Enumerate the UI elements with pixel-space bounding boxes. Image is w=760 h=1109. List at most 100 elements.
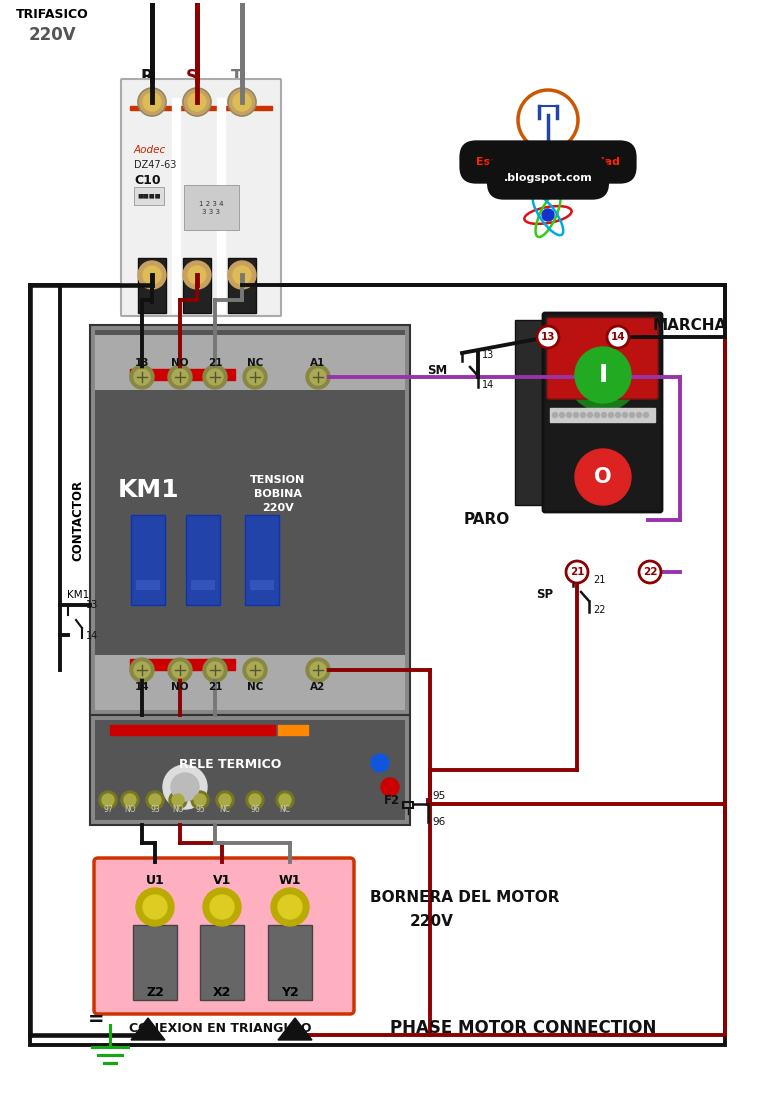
Text: U1: U1 bbox=[146, 874, 164, 886]
Circle shape bbox=[233, 266, 251, 284]
Bar bbox=[130, 369, 235, 380]
Circle shape bbox=[271, 888, 309, 926]
Text: TENSION: TENSION bbox=[250, 475, 306, 485]
Bar bbox=[95, 655, 405, 710]
Circle shape bbox=[172, 794, 184, 806]
Circle shape bbox=[203, 658, 227, 682]
Text: I: I bbox=[598, 363, 608, 387]
Circle shape bbox=[574, 413, 578, 417]
Text: SM: SM bbox=[427, 364, 447, 376]
Bar bbox=[130, 106, 272, 110]
Circle shape bbox=[171, 773, 199, 801]
Circle shape bbox=[276, 791, 294, 808]
Text: S: S bbox=[186, 68, 198, 87]
Text: 96: 96 bbox=[432, 817, 445, 827]
Text: 97: 97 bbox=[103, 805, 113, 814]
Text: .blogspot.com: .blogspot.com bbox=[504, 173, 592, 183]
Circle shape bbox=[559, 413, 565, 417]
Text: CONEXION EN TRIANGULO: CONEXION EN TRIANGULO bbox=[128, 1021, 312, 1035]
Circle shape bbox=[146, 791, 164, 808]
Circle shape bbox=[278, 895, 302, 919]
Bar bbox=[172, 98, 180, 313]
FancyBboxPatch shape bbox=[94, 858, 354, 1014]
FancyBboxPatch shape bbox=[547, 318, 658, 399]
Circle shape bbox=[183, 261, 211, 289]
Circle shape bbox=[163, 765, 207, 808]
FancyBboxPatch shape bbox=[121, 79, 281, 316]
Circle shape bbox=[587, 413, 593, 417]
Text: Esquemasyelectricidad: Esquemasyelectricidad bbox=[476, 157, 620, 167]
Circle shape bbox=[637, 413, 641, 417]
Circle shape bbox=[644, 413, 648, 417]
Text: 21: 21 bbox=[593, 574, 606, 586]
Circle shape bbox=[306, 658, 330, 682]
Text: 13: 13 bbox=[135, 358, 149, 368]
Circle shape bbox=[194, 794, 206, 806]
Circle shape bbox=[102, 794, 114, 806]
Circle shape bbox=[203, 888, 241, 926]
Polygon shape bbox=[131, 1018, 165, 1040]
FancyBboxPatch shape bbox=[543, 313, 662, 512]
Text: NC: NC bbox=[247, 358, 263, 368]
Bar bbox=[278, 725, 308, 735]
Text: 14: 14 bbox=[135, 682, 149, 692]
Circle shape bbox=[575, 347, 631, 403]
Bar bbox=[138, 258, 166, 313]
Bar bbox=[136, 580, 160, 590]
Bar bbox=[183, 258, 211, 313]
Text: 220V: 220V bbox=[410, 915, 454, 929]
Text: DZ47-63: DZ47-63 bbox=[134, 160, 176, 170]
Text: Aodec: Aodec bbox=[134, 145, 166, 155]
Bar bbox=[131, 515, 165, 606]
Circle shape bbox=[609, 413, 613, 417]
Circle shape bbox=[228, 261, 256, 289]
Bar bbox=[110, 725, 275, 735]
Bar bbox=[95, 335, 405, 390]
Circle shape bbox=[207, 369, 223, 385]
Circle shape bbox=[243, 658, 267, 682]
Circle shape bbox=[130, 365, 154, 389]
Text: 93: 93 bbox=[150, 805, 160, 814]
Circle shape bbox=[594, 413, 600, 417]
Text: 22: 22 bbox=[593, 606, 606, 615]
Circle shape bbox=[188, 93, 206, 111]
Text: 14: 14 bbox=[611, 332, 625, 342]
Circle shape bbox=[247, 662, 263, 678]
Bar bbox=[217, 98, 225, 313]
Bar bbox=[133, 925, 177, 1000]
Text: PARO: PARO bbox=[464, 512, 510, 528]
Text: 220V: 220V bbox=[262, 503, 294, 513]
Bar bbox=[228, 258, 256, 313]
Text: R: R bbox=[141, 68, 154, 87]
Bar bbox=[548, 415, 657, 507]
Circle shape bbox=[622, 413, 628, 417]
Circle shape bbox=[371, 754, 389, 772]
Circle shape bbox=[172, 369, 188, 385]
Circle shape bbox=[616, 413, 620, 417]
Circle shape bbox=[183, 88, 211, 116]
Text: MARCHA: MARCHA bbox=[653, 317, 727, 333]
Circle shape bbox=[138, 261, 166, 289]
Circle shape bbox=[138, 88, 166, 116]
Circle shape bbox=[149, 794, 161, 806]
Circle shape bbox=[310, 662, 326, 678]
Text: NC: NC bbox=[247, 682, 263, 692]
Text: =: = bbox=[87, 1010, 104, 1029]
Text: C10: C10 bbox=[134, 173, 160, 186]
Bar bbox=[250, 580, 274, 590]
Text: X2: X2 bbox=[213, 986, 231, 998]
Bar bbox=[403, 802, 413, 808]
Circle shape bbox=[143, 266, 161, 284]
Circle shape bbox=[168, 365, 192, 389]
Circle shape bbox=[130, 658, 154, 682]
Bar bbox=[130, 659, 235, 670]
Circle shape bbox=[216, 791, 234, 808]
Circle shape bbox=[629, 413, 635, 417]
Circle shape bbox=[124, 794, 136, 806]
Circle shape bbox=[121, 791, 139, 808]
Text: 14: 14 bbox=[482, 380, 494, 390]
Circle shape bbox=[188, 266, 206, 284]
Bar bbox=[200, 925, 244, 1000]
Bar bbox=[95, 330, 405, 710]
Circle shape bbox=[136, 888, 174, 926]
